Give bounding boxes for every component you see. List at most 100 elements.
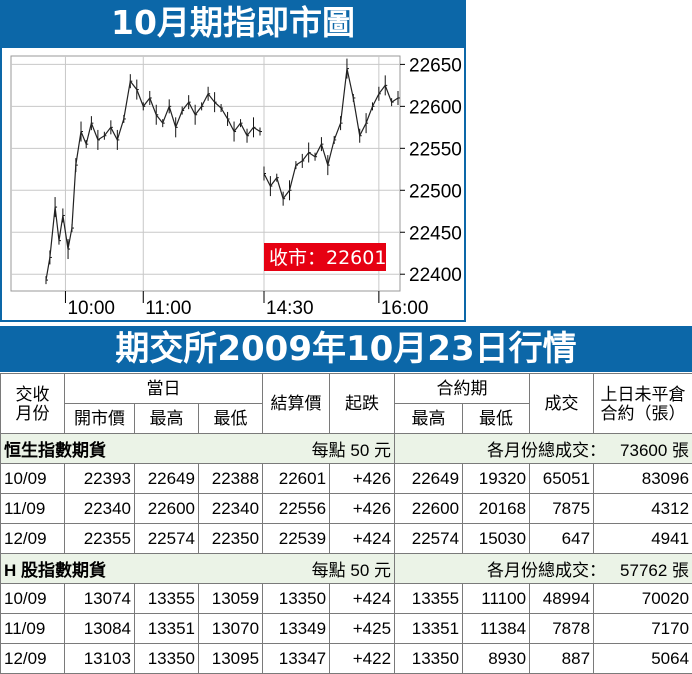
cell-open-interest: 7170	[594, 614, 692, 644]
section-title-cell: 恒生指數期貨 每點 50 元	[1, 434, 395, 464]
header-open-interest: 上日未平倉 合約（張）	[594, 374, 692, 434]
cell-change: +426	[330, 464, 395, 494]
cell-period-high: 22574	[395, 524, 463, 554]
cell-low: 22340	[199, 494, 263, 524]
section-total-label: 各月份總成交：	[487, 441, 606, 460]
header-open-interest-line2: 合約（張）	[601, 404, 686, 423]
cell-change: +424	[330, 584, 395, 614]
cell-contract-month: 12/09	[1, 524, 65, 554]
close-label: 收市：22601	[269, 247, 386, 269]
header-open: 開市價	[65, 404, 135, 434]
cell-high: 22649	[135, 464, 199, 494]
header-today: 當日	[65, 374, 263, 404]
cell-settle: 13349	[263, 614, 330, 644]
section-total-cell: 各月份總成交： 73600 張	[395, 434, 692, 464]
section-total-value: 57762 張	[620, 561, 689, 580]
cell-open: 22393	[65, 464, 135, 494]
section-name: 恒生指數期貨	[4, 436, 106, 461]
cell-volume: 65051	[530, 464, 594, 494]
cell-period-high: 22649	[395, 464, 463, 494]
cell-high: 22600	[135, 494, 199, 524]
cell-open: 13103	[65, 644, 135, 674]
cell-open-interest: 4312	[594, 494, 692, 524]
y-tick-label: 22550	[409, 139, 462, 160]
cell-volume: 48994	[530, 584, 594, 614]
cell-high: 13350	[135, 644, 199, 674]
header-open-interest-line1: 上日未平倉	[601, 385, 686, 404]
cell-low: 22350	[199, 524, 263, 554]
futures-quote-table: 交收 月份 當日 結算價 起跌 合約期 成交 上日未平倉 合約（張） 開市價 最…	[0, 373, 692, 674]
cell-period-high: 13355	[395, 584, 463, 614]
header-settle: 結算價	[263, 374, 330, 434]
header-high: 最高	[135, 404, 199, 434]
cell-low: 13095	[199, 644, 263, 674]
section-total-cell: 各月份總成交： 57762 張	[395, 554, 692, 584]
cell-period-high: 13350	[395, 644, 463, 674]
header-period-low: 最低	[463, 404, 530, 434]
cell-settle: 22601	[263, 464, 330, 494]
chart-title: 10月期指即市圖	[0, 0, 466, 46]
cell-period-low: 19320	[463, 464, 530, 494]
x-tick-label: 16:00	[381, 298, 429, 319]
cell-change: +424	[330, 524, 395, 554]
y-tick-label: 22450	[409, 223, 462, 244]
cell-contract-month: 10/09	[1, 464, 65, 494]
x-tick-label: 14:30	[266, 298, 314, 319]
y-tick-label: 22400	[409, 265, 462, 286]
cell-contract-month: 11/09	[1, 494, 65, 524]
cell-change: +422	[330, 644, 395, 674]
header-contract-month-line1: 交收	[16, 385, 50, 404]
cell-high: 13351	[135, 614, 199, 644]
header-low: 最低	[199, 404, 263, 434]
cell-settle: 13347	[263, 644, 330, 674]
header-contract-period: 合約期	[395, 374, 530, 404]
y-tick-label: 22600	[409, 97, 462, 118]
cell-volume: 887	[530, 644, 594, 674]
header-volume: 成交	[530, 374, 594, 434]
cell-open: 13084	[65, 614, 135, 644]
cell-open: 22340	[65, 494, 135, 524]
x-tick-label: 11:00	[145, 298, 191, 319]
cell-contract-month: 11/09	[1, 614, 65, 644]
cell-open-interest: 83096	[594, 464, 692, 494]
table-title: 期交所2009年10月23日行情	[0, 326, 692, 372]
y-tick-label: 22500	[409, 181, 462, 202]
section-total-value: 73600 張	[620, 441, 689, 460]
cell-settle: 13350	[263, 584, 330, 614]
section-unit: 每點 50 元	[312, 556, 391, 581]
section-name: H 股指數期貨	[4, 556, 106, 581]
cell-high: 13355	[135, 584, 199, 614]
section-unit: 每點 50 元	[312, 436, 391, 461]
cell-change: +425	[330, 614, 395, 644]
cell-low: 22388	[199, 464, 263, 494]
cell-volume: 647	[530, 524, 594, 554]
cell-period-high: 22600	[395, 494, 463, 524]
cell-contract-month: 12/09	[1, 644, 65, 674]
header-change: 起跌	[330, 374, 395, 434]
cell-change: +426	[330, 494, 395, 524]
header-contract-month-line2: 月份	[16, 404, 50, 423]
y-tick-label: 22650	[409, 55, 462, 76]
cell-contract-month: 10/09	[1, 584, 65, 614]
cell-open: 22355	[65, 524, 135, 554]
cell-period-low: 11384	[463, 614, 530, 644]
cell-period-low: 11100	[463, 584, 530, 614]
cell-period-low: 15030	[463, 524, 530, 554]
cell-open-interest: 4941	[594, 524, 692, 554]
cell-open-interest: 5064	[594, 644, 692, 674]
section-header-row: 恒生指數期貨 每點 50 元 各月份總成交： 73600 張	[1, 434, 692, 464]
cell-high: 22574	[135, 524, 199, 554]
section-total-label: 各月份總成交：	[487, 561, 606, 580]
cell-low: 13070	[199, 614, 263, 644]
cell-low: 13059	[199, 584, 263, 614]
cell-open-interest: 70020	[594, 584, 692, 614]
cell-period-low: 8930	[463, 644, 530, 674]
section-header-row: H 股指數期貨 每點 50 元 各月份總成交： 57762 張	[1, 554, 692, 584]
